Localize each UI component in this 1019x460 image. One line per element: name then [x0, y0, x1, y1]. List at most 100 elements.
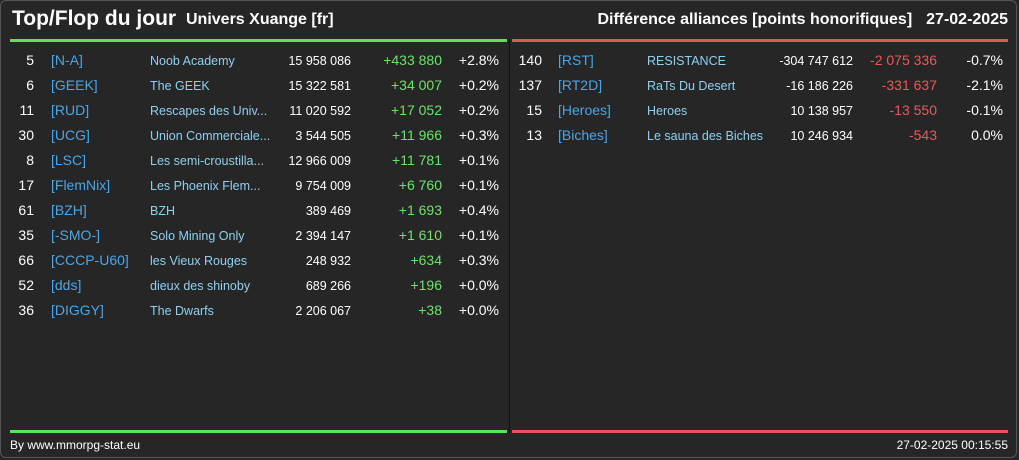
percent-cell: -2.1% [966, 77, 1003, 93]
diff-cell: +433 880 [383, 52, 442, 68]
percent-cell: -0.7% [966, 52, 1003, 68]
alliance-tag-link[interactable]: [UCG] [51, 127, 90, 143]
percent-cell: +2.8% [458, 52, 499, 68]
alliance-name-link[interactable]: Noob Academy [150, 54, 235, 68]
alliance-tag-link[interactable]: [-SMO-] [51, 227, 100, 243]
top-footer-bar [10, 430, 507, 433]
alliance-name-link[interactable]: Les Phoenix Flem... [150, 179, 261, 193]
alliance-tag-link[interactable]: [BZH] [51, 202, 87, 218]
percent-cell: +0.1% [458, 177, 499, 193]
points-cell: 15 322 581 [288, 79, 351, 93]
percent-cell: 0.0% [971, 127, 1003, 143]
table-row: 30 [UCG] Union Commerciale... 3 544 505 +11 … [10, 123, 507, 148]
alliance-name-link[interactable]: The GEEK [150, 79, 210, 93]
points-cell: 689 266 [305, 279, 351, 293]
alliance-name-link[interactable]: RaTs Du Desert [647, 79, 736, 93]
alliance-name-link[interactable]: The Dwarfs [150, 304, 214, 318]
alliance-tag-link[interactable]: [RST] [558, 52, 594, 68]
points-cell: 10 246 934 [790, 129, 853, 143]
alliance-tag-link[interactable]: [Biches] [558, 127, 608, 143]
points-cell: 15 958 086 [288, 54, 351, 68]
diff-cell: -543 [908, 127, 937, 143]
rank-cell: 6 [26, 77, 34, 93]
alliance-name-link[interactable]: Union Commerciale... [150, 129, 271, 143]
rank-cell: 35 [18, 227, 34, 243]
alliance-tag-link[interactable]: [N-A] [51, 52, 83, 68]
rank-cell: 140 [518, 52, 542, 68]
points-cell: 2 206 067 [295, 304, 351, 318]
rank-cell: 15 [526, 102, 542, 118]
alliance-name-link[interactable]: Le sauna des Biches [647, 129, 764, 143]
table-row: 140 [RST] RESISTANCE -304 747 612 -2 075 336… [512, 48, 1008, 73]
percent-cell: +0.3% [458, 252, 499, 268]
table-row: 6 [GEEK] The GEEK 15 322 581 +34 007 +0.2% [10, 73, 507, 98]
alliance-name-link[interactable]: Rescapes des Univ... [150, 104, 268, 118]
alliance-name-link[interactable]: BZH [150, 204, 175, 218]
rank-cell: 52 [18, 277, 34, 293]
alliance-tag-link[interactable]: [CCCP-U60] [51, 252, 129, 268]
percent-cell: +0.1% [458, 152, 499, 168]
percent-cell: +0.2% [458, 77, 499, 93]
points-cell: 10 138 957 [790, 104, 853, 118]
alliance-tag-link[interactable]: [Heroes] [558, 102, 611, 118]
diff-cell: +38 [418, 302, 442, 318]
alliance-tag-link[interactable]: [dds] [51, 277, 82, 293]
diff-cell: +634 [410, 252, 442, 268]
diff-cell: -13 550 [889, 102, 937, 118]
rank-cell: 30 [18, 127, 34, 143]
diff-cell: +1 610 [398, 227, 442, 243]
points-cell: 2 394 147 [295, 229, 351, 243]
flop-header-bar [512, 39, 1008, 42]
percent-cell: +0.0% [458, 277, 499, 293]
alliance-tag-link[interactable]: [RUD] [51, 102, 90, 118]
footer-timestamp: 27-02-2025 00:15:55 [896, 438, 1008, 452]
table-row: 35 [-SMO-] Solo Mining Only 2 394 147 +1 610… [10, 223, 507, 248]
alliance-tag-link[interactable]: [LSC] [51, 152, 87, 168]
rank-cell: 5 [26, 52, 34, 68]
diff-cell: +17 052 [391, 102, 442, 118]
percent-cell: +0.3% [458, 127, 499, 143]
alliance-name-link[interactable]: Heroes [647, 104, 688, 118]
top-panel: 5 [N-A] Noob Academy 15 958 086 +433 880 +2.8… [10, 48, 507, 323]
flop-panel: 140 [RST] RESISTANCE -304 747 612 -2 075 336… [512, 48, 1008, 148]
alliance-tag-link[interactable]: [GEEK] [51, 77, 98, 93]
points-cell: 248 932 [305, 254, 351, 268]
alliance-name-link[interactable]: RESISTANCE [647, 54, 726, 68]
alliance-name-link[interactable]: Solo Mining Only [150, 229, 245, 243]
table-row: 61 [BZH] BZH 389 469 +1 693 +0.4% [10, 198, 507, 223]
page-title: Top/Flop du jour [12, 7, 177, 30]
alliance-name-link[interactable]: les Vieux Rouges [150, 254, 248, 268]
table-row: 13 [Biches] Le sauna des Biches 10 246 934 -… [512, 123, 1008, 148]
points-cell: 3 544 505 [295, 129, 351, 143]
diff-cell: +11 966 [392, 127, 442, 143]
table-row: 17 [FlemNix] Les Phoenix Flem... 9 754 009 +… [10, 173, 507, 198]
table-row: 8 [LSC] Les semi-croustilla... 12 966 009 +1… [10, 148, 507, 173]
header-right: Différence alliances [points honorifique… [597, 11, 1008, 29]
rank-cell: 13 [526, 127, 542, 143]
percent-cell: -0.1% [966, 102, 1003, 118]
alliance-name-link[interactable]: dieux des shinoby [150, 279, 251, 293]
alliance-tag-link[interactable]: [RT2D] [558, 77, 603, 93]
rank-cell: 17 [18, 177, 34, 193]
flop-footer-bar [512, 430, 1008, 433]
points-cell: -16 186 226 [786, 79, 853, 93]
alliance-tag-link[interactable]: [FlemNix] [51, 177, 111, 193]
source-link[interactable]: By www.mmorpg-stat.eu [10, 438, 141, 452]
rank-cell: 36 [18, 302, 34, 318]
percent-cell: +0.0% [458, 302, 499, 318]
table-row: 15 [Heroes] Heroes 10 138 957 -13 550 -0.1% [512, 98, 1008, 123]
table-row: 11 [RUD] Rescapes des Univ... 11 020 592 +17… [10, 98, 507, 123]
points-cell: 389 469 [305, 204, 351, 218]
percent-cell: +0.2% [458, 102, 499, 118]
alliance-name-link[interactable]: Les semi-croustilla... [150, 154, 264, 168]
points-cell: -304 747 612 [779, 54, 853, 68]
diff-cell: -331 637 [881, 77, 937, 93]
rank-cell: 137 [518, 77, 542, 93]
alliance-tag-link[interactable]: [DIGGY] [51, 302, 104, 318]
subject-label: Différence alliances [points honorifique… [597, 11, 913, 28]
rank-cell: 8 [26, 152, 34, 168]
table-row: 36 [DIGGY] The Dwarfs 2 206 067 +38 +0.0% [10, 298, 507, 323]
rank-cell: 11 [19, 102, 34, 118]
rank-cell: 61 [18, 202, 34, 218]
